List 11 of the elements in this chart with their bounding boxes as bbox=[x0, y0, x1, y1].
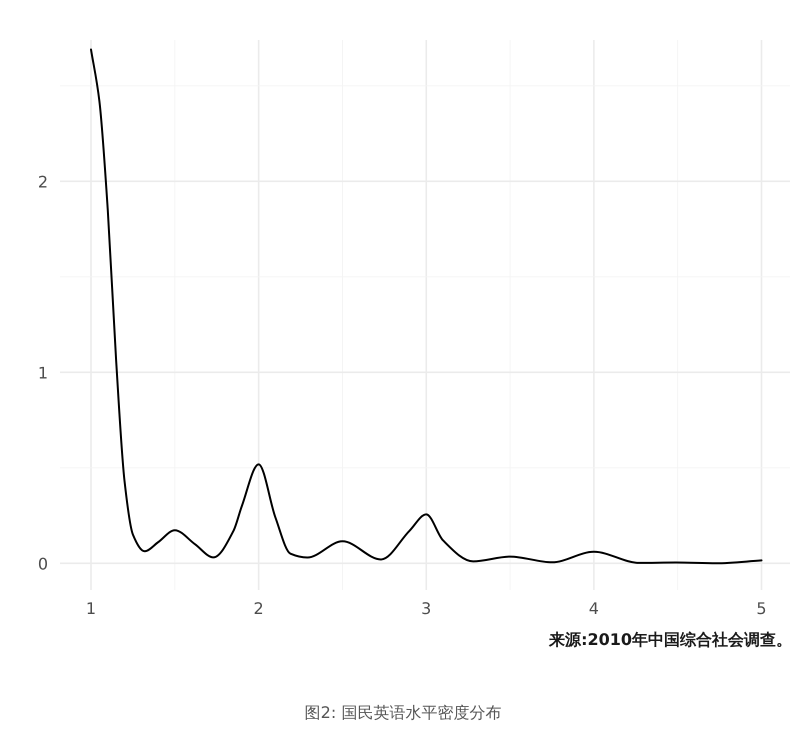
source-note: 来源:2010年中国综合社会调查。 bbox=[548, 630, 792, 649]
x-tick-label: 4 bbox=[588, 599, 599, 618]
x-tick-label: 1 bbox=[86, 599, 96, 618]
x-tick-label: 2 bbox=[254, 599, 264, 618]
y-tick-label: 2 bbox=[38, 172, 48, 192]
line-series bbox=[90, 48, 763, 564]
y-tick-label: 1 bbox=[38, 363, 48, 382]
y-tick-label: 0 bbox=[38, 554, 48, 574]
caption: 图2: 国民英语水平密度分布 bbox=[304, 703, 502, 722]
x-tick-label: 5 bbox=[756, 599, 767, 618]
x-tick-label: 3 bbox=[421, 599, 432, 618]
